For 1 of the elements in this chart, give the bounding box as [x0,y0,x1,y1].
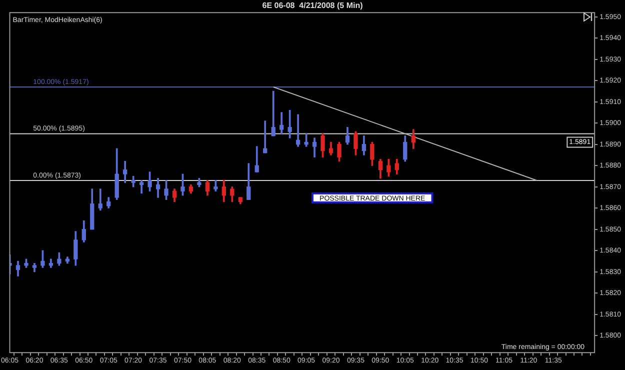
chart-title: 6E 06-08 4/21/2008 (5 Min) [262,1,364,10]
